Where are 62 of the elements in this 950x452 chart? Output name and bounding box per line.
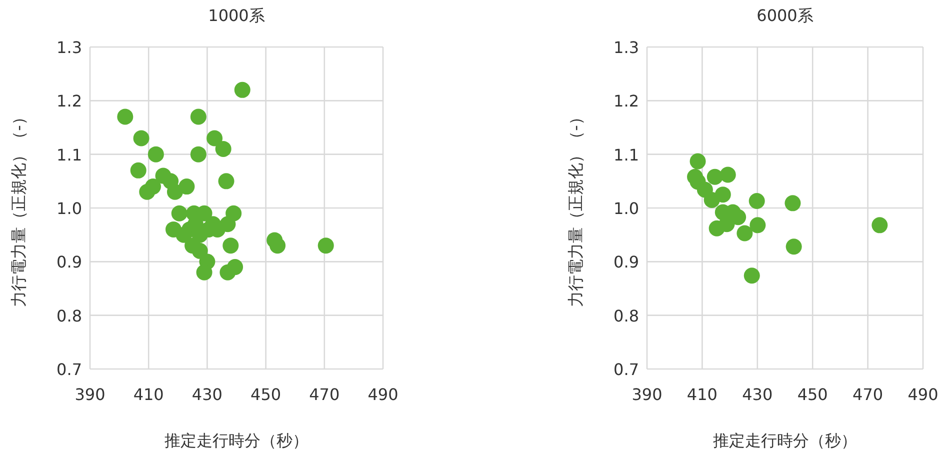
y-tick-label: 0.7 — [614, 360, 639, 379]
x-tick-label: 430 — [742, 385, 773, 404]
point — [720, 166, 736, 183]
y-tick-label: 1.3 — [56, 38, 82, 57]
point — [178, 178, 195, 195]
y-tick-label: 1.0 — [614, 199, 639, 218]
chart-title: 6000系 — [756, 6, 814, 25]
point — [171, 205, 188, 222]
point — [750, 217, 766, 234]
y-tick-label: 1.3 — [614, 38, 639, 57]
point — [190, 146, 206, 162]
point — [222, 238, 239, 254]
point — [270, 238, 286, 254]
x-tick-label: 410 — [133, 385, 164, 404]
point — [736, 225, 753, 242]
point — [133, 130, 150, 146]
point — [215, 140, 232, 157]
x-axis-title: 推定走行時分（秒） — [713, 431, 857, 450]
y-tick-label: 0.8 — [56, 306, 82, 326]
y-tick-label: 0.9 — [614, 252, 639, 272]
x-tick-label: 450 — [250, 385, 282, 404]
x-tick-label: 470 — [309, 385, 340, 404]
point — [786, 238, 802, 255]
x-tick-label: 390 — [74, 385, 106, 404]
point — [218, 173, 234, 190]
y-tick-label: 1.1 — [614, 145, 639, 164]
point — [318, 238, 334, 254]
point — [234, 82, 250, 98]
point — [139, 184, 156, 200]
point — [206, 130, 223, 146]
point — [176, 226, 192, 243]
y-tick-label: 1.2 — [56, 92, 82, 111]
chart-title: 1000系 — [208, 6, 265, 25]
x-axis-title: 推定走行時分（秒） — [164, 431, 308, 450]
point — [117, 108, 134, 125]
point — [130, 162, 146, 178]
point — [148, 146, 164, 162]
x-tick-label: 450 — [797, 385, 828, 404]
x-tick-label: 390 — [632, 385, 662, 404]
point — [190, 108, 206, 125]
point — [748, 193, 765, 210]
y-axis-title: 力行電力量（正規化）（-） — [9, 109, 28, 307]
x-tick-label: 430 — [192, 385, 222, 404]
point — [744, 268, 760, 284]
x-tick-label: 410 — [686, 385, 718, 404]
point — [706, 168, 723, 185]
y-tick-label: 0.9 — [56, 252, 82, 272]
point — [196, 264, 212, 280]
y-axis-title: 力行電力量（正規化）（-） — [566, 109, 585, 307]
y-tick-label: 1.2 — [614, 92, 639, 111]
x-tick-label: 490 — [368, 385, 398, 404]
y-tick-label: 1.0 — [56, 199, 82, 218]
point — [714, 186, 731, 203]
y-tick-label: 0.7 — [56, 360, 82, 379]
x-tick-label: 470 — [852, 385, 884, 404]
x-tick-label: 490 — [908, 385, 938, 404]
point — [872, 217, 888, 234]
point — [220, 264, 236, 280]
y-tick-label: 1.1 — [56, 145, 82, 164]
point — [690, 153, 706, 170]
point — [784, 195, 801, 212]
y-tick-label: 0.8 — [614, 306, 639, 326]
